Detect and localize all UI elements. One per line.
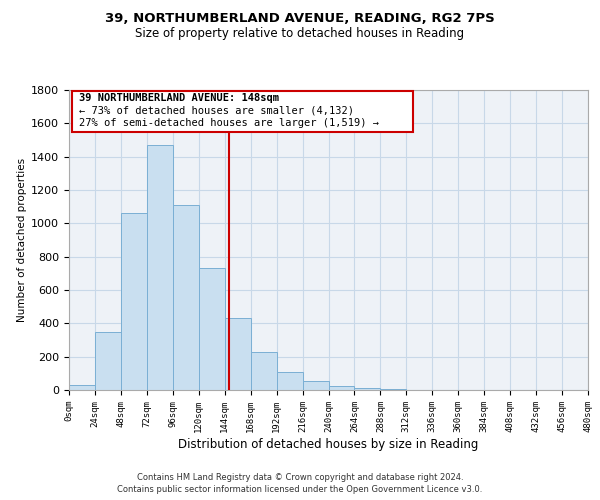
Bar	[69, 385, 95, 390]
Text: 39 NORTHUMBERLAND AVENUE: 148sqm: 39 NORTHUMBERLAND AVENUE: 148sqm	[79, 92, 279, 102]
Bar	[251, 352, 277, 390]
Text: Size of property relative to detached houses in Reading: Size of property relative to detached ho…	[136, 28, 464, 40]
Text: Contains HM Land Registry data © Crown copyright and database right 2024.: Contains HM Land Registry data © Crown c…	[137, 472, 463, 482]
Y-axis label: Number of detached properties: Number of detached properties	[17, 158, 27, 322]
Text: 39, NORTHUMBERLAND AVENUE, READING, RG2 7PS: 39, NORTHUMBERLAND AVENUE, READING, RG2 …	[105, 12, 495, 26]
Bar	[199, 268, 224, 390]
Bar	[302, 381, 329, 390]
Bar	[329, 386, 355, 390]
Bar	[380, 389, 406, 390]
Bar	[277, 372, 302, 390]
Text: Contains public sector information licensed under the Open Government Licence v3: Contains public sector information licen…	[118, 485, 482, 494]
Text: ← 73% of detached houses are smaller (4,132): ← 73% of detached houses are smaller (4,…	[79, 105, 354, 115]
Bar	[225, 318, 251, 390]
Bar	[147, 145, 173, 390]
Text: 27% of semi-detached houses are larger (1,519) →: 27% of semi-detached houses are larger (…	[79, 118, 379, 128]
Bar	[95, 332, 121, 390]
FancyBboxPatch shape	[72, 90, 413, 132]
Bar	[173, 205, 199, 390]
X-axis label: Distribution of detached houses by size in Reading: Distribution of detached houses by size …	[178, 438, 479, 450]
Bar	[121, 214, 147, 390]
Bar	[355, 388, 380, 390]
